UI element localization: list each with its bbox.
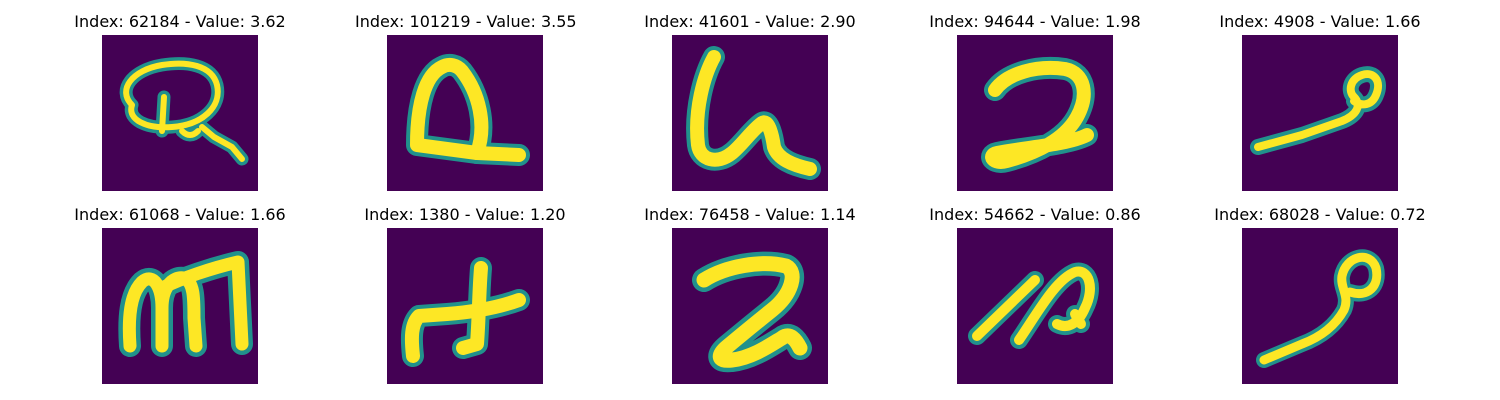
- panel-title: Index: 101219 - Value: 3.55: [355, 12, 577, 31]
- panel-title: Index: 41601 - Value: 2.90: [644, 12, 856, 31]
- panel-title: Index: 4908 - Value: 1.66: [1219, 12, 1421, 31]
- panel-10: Index: 68028 - Value: 0.72: [1210, 205, 1430, 395]
- panel-4: Index: 94644 - Value: 1.98: [925, 12, 1145, 202]
- plus-cross-icon: [387, 228, 543, 384]
- a-with-tail-icon: [387, 35, 543, 191]
- panel-2: Index: 101219 - Value: 3.55: [355, 12, 577, 202]
- panel-5: Index: 4908 - Value: 1.66: [1210, 12, 1430, 202]
- loop-stroke-icon: [1242, 35, 1398, 191]
- panel-9: Index: 54662 - Value: 0.86: [925, 205, 1145, 395]
- panel-title: Index: 61068 - Value: 1.66: [74, 205, 286, 224]
- panel-title: Index: 68028 - Value: 0.72: [1214, 205, 1426, 224]
- handwritten-2-bold-icon: [672, 228, 828, 384]
- panel-1: Index: 62184 - Value: 3.62: [70, 12, 290, 202]
- panel-title: Index: 94644 - Value: 1.98: [929, 12, 1141, 31]
- panel-title: Index: 62184 - Value: 3.62: [74, 12, 286, 31]
- script-h-icon: [672, 35, 828, 191]
- handwritten-2-icon: [957, 35, 1113, 191]
- panel-8: Index: 76458 - Value: 1.14: [640, 205, 860, 395]
- handwritten-m-icon: [102, 228, 258, 384]
- panel-title: Index: 1380 - Value: 1.20: [364, 205, 566, 224]
- slanted-loop-icon: [957, 228, 1113, 384]
- panel-3: Index: 41601 - Value: 2.90: [640, 12, 860, 202]
- panel-7: Index: 1380 - Value: 1.20: [355, 205, 575, 395]
- panel-title: Index: 76458 - Value: 1.14: [644, 205, 856, 224]
- loop-tail-icon: [1242, 228, 1398, 384]
- looped-q-icon: [102, 35, 258, 191]
- panel-title: Index: 54662 - Value: 0.86: [929, 205, 1141, 224]
- panel-6: Index: 61068 - Value: 1.66: [70, 205, 290, 395]
